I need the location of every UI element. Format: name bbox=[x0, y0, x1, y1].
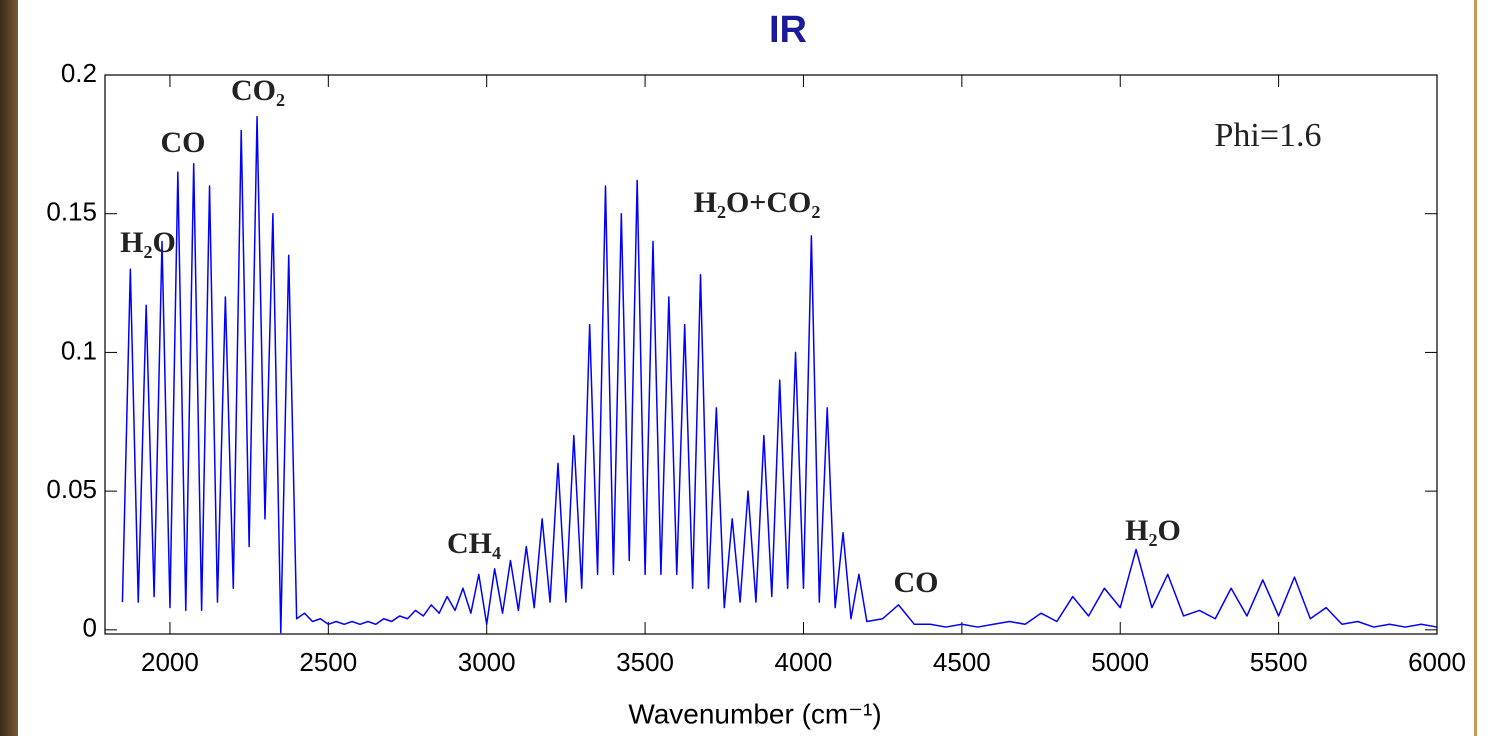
annotation: H₂O bbox=[1125, 514, 1181, 547]
annotation: CO bbox=[161, 126, 206, 159]
annotation: CO bbox=[894, 566, 939, 599]
annotation: CH₄ bbox=[447, 527, 501, 560]
y-tick-label: 0.05 bbox=[46, 474, 97, 504]
x-tick-label: 6000 bbox=[1408, 647, 1466, 677]
spectrum-line bbox=[121, 115, 1438, 634]
y-tick-label: 0 bbox=[83, 613, 97, 643]
annotation: CO₂ bbox=[231, 74, 285, 107]
y-tick-label: 0.1 bbox=[61, 335, 97, 365]
x-tick-label: 2000 bbox=[141, 647, 199, 677]
slide-edge bbox=[1474, 0, 1477, 736]
background-edge bbox=[0, 0, 18, 736]
x-tick-label: 4000 bbox=[775, 647, 833, 677]
y-tick-label: 0.15 bbox=[46, 197, 97, 227]
annotation: H₂O bbox=[120, 226, 176, 259]
chart-title: IR bbox=[769, 9, 807, 51]
x-axis-label: Wavenumber (cm⁻¹) bbox=[628, 698, 881, 729]
plot-frame bbox=[104, 74, 1438, 635]
x-tick-label: 5500 bbox=[1250, 647, 1308, 677]
x-tick-label: 3500 bbox=[616, 647, 674, 677]
y-tick-label: 0.2 bbox=[61, 58, 97, 88]
x-tick-label: 2500 bbox=[299, 647, 357, 677]
x-tick-label: 3000 bbox=[458, 647, 516, 677]
annotation: Phi=1.6 bbox=[1214, 117, 1321, 154]
x-tick-label: 5000 bbox=[1091, 647, 1149, 677]
x-tick-label: 4500 bbox=[933, 647, 991, 677]
annotation: H₂O+CO₂ bbox=[694, 186, 821, 219]
